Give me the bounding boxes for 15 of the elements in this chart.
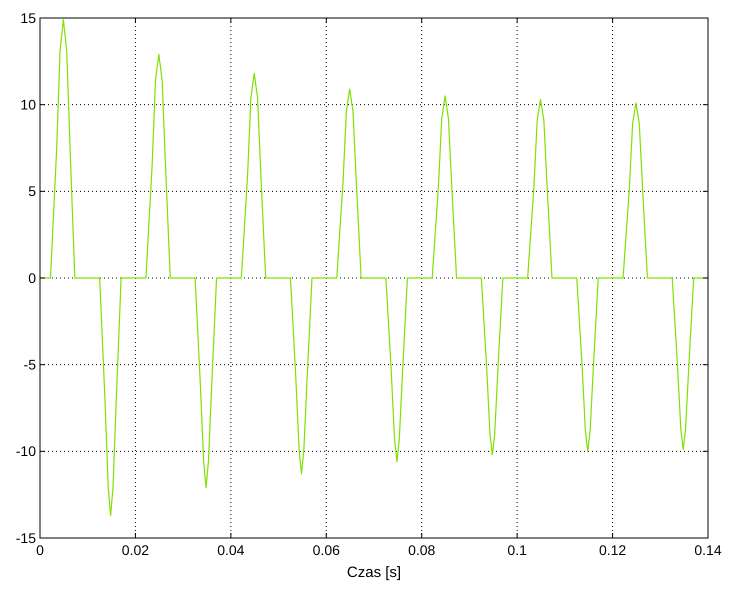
y-tick-label: -10 [16, 443, 36, 460]
x-tick-label: 0.12 [598, 542, 626, 558]
x-tick-label: 0.06 [312, 542, 340, 558]
y-tick-label: -15 [16, 530, 36, 546]
x-axis-title: Czas [s] [346, 564, 402, 581]
y-tick-label: 5 [28, 183, 36, 200]
x-tick-label: 0.02 [122, 542, 150, 558]
x-tick-label: 0.14 [694, 542, 722, 558]
y-tick-label: 15 [20, 10, 36, 26]
x-tick-label: 0.1 [507, 542, 528, 558]
x-tick-label: 0.08 [408, 542, 436, 558]
x-tick-label: 0.04 [217, 542, 245, 558]
y-tick-label: 0 [28, 270, 36, 286]
y-tick-label: -5 [24, 356, 36, 373]
y-tick-label: 10 [20, 96, 36, 113]
